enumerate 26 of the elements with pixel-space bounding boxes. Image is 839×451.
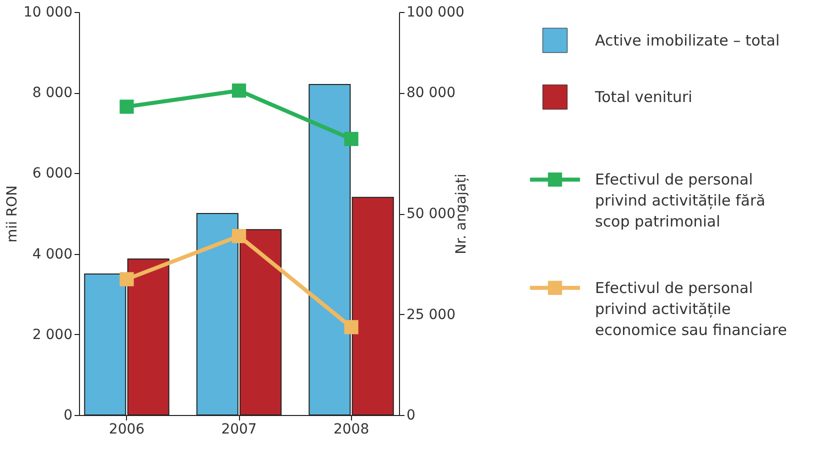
point — [120, 272, 134, 286]
y-tick-label: 10 000 — [24, 4, 72, 20]
legend-label: Efectivul de personal privind activitățile economice sau financiare — [595, 278, 787, 339]
y-tick-label: 8 000 — [32, 85, 72, 102]
y-axis-title: mii RON — [4, 185, 21, 243]
x-tick-label: 2006 — [108, 422, 145, 438]
point — [232, 84, 246, 98]
legend-label: Active imobilizate – total — [595, 31, 780, 50]
x-tick-label: 2008 — [333, 422, 370, 438]
y2-tick-label: 25 000 — [406, 306, 456, 323]
y2-tick-label: 80 000 — [406, 85, 456, 102]
y-tick-label: 4 000 — [32, 246, 72, 262]
y2-tick-label: 50 000 — [406, 206, 456, 222]
x-tick-label: 2007 — [221, 422, 257, 438]
legend-label: Efectivul de personal privind activitățile fără scop patrimonial — [595, 170, 766, 231]
point — [120, 100, 134, 114]
y-tick-label: 6 000 — [32, 166, 72, 182]
point — [232, 228, 246, 244]
point — [344, 320, 358, 334]
y2-tick-label: 100 000 — [406, 4, 464, 20]
y-tick-label: 0 — [64, 408, 72, 424]
y2-axis-title: Nr. angajați — [453, 174, 470, 254]
point — [344, 132, 358, 146]
y-tick-label: 2 000 — [32, 326, 72, 343]
y2-tick-label: 0 — [406, 408, 416, 424]
legend-label: Total venituri — [594, 88, 692, 106]
